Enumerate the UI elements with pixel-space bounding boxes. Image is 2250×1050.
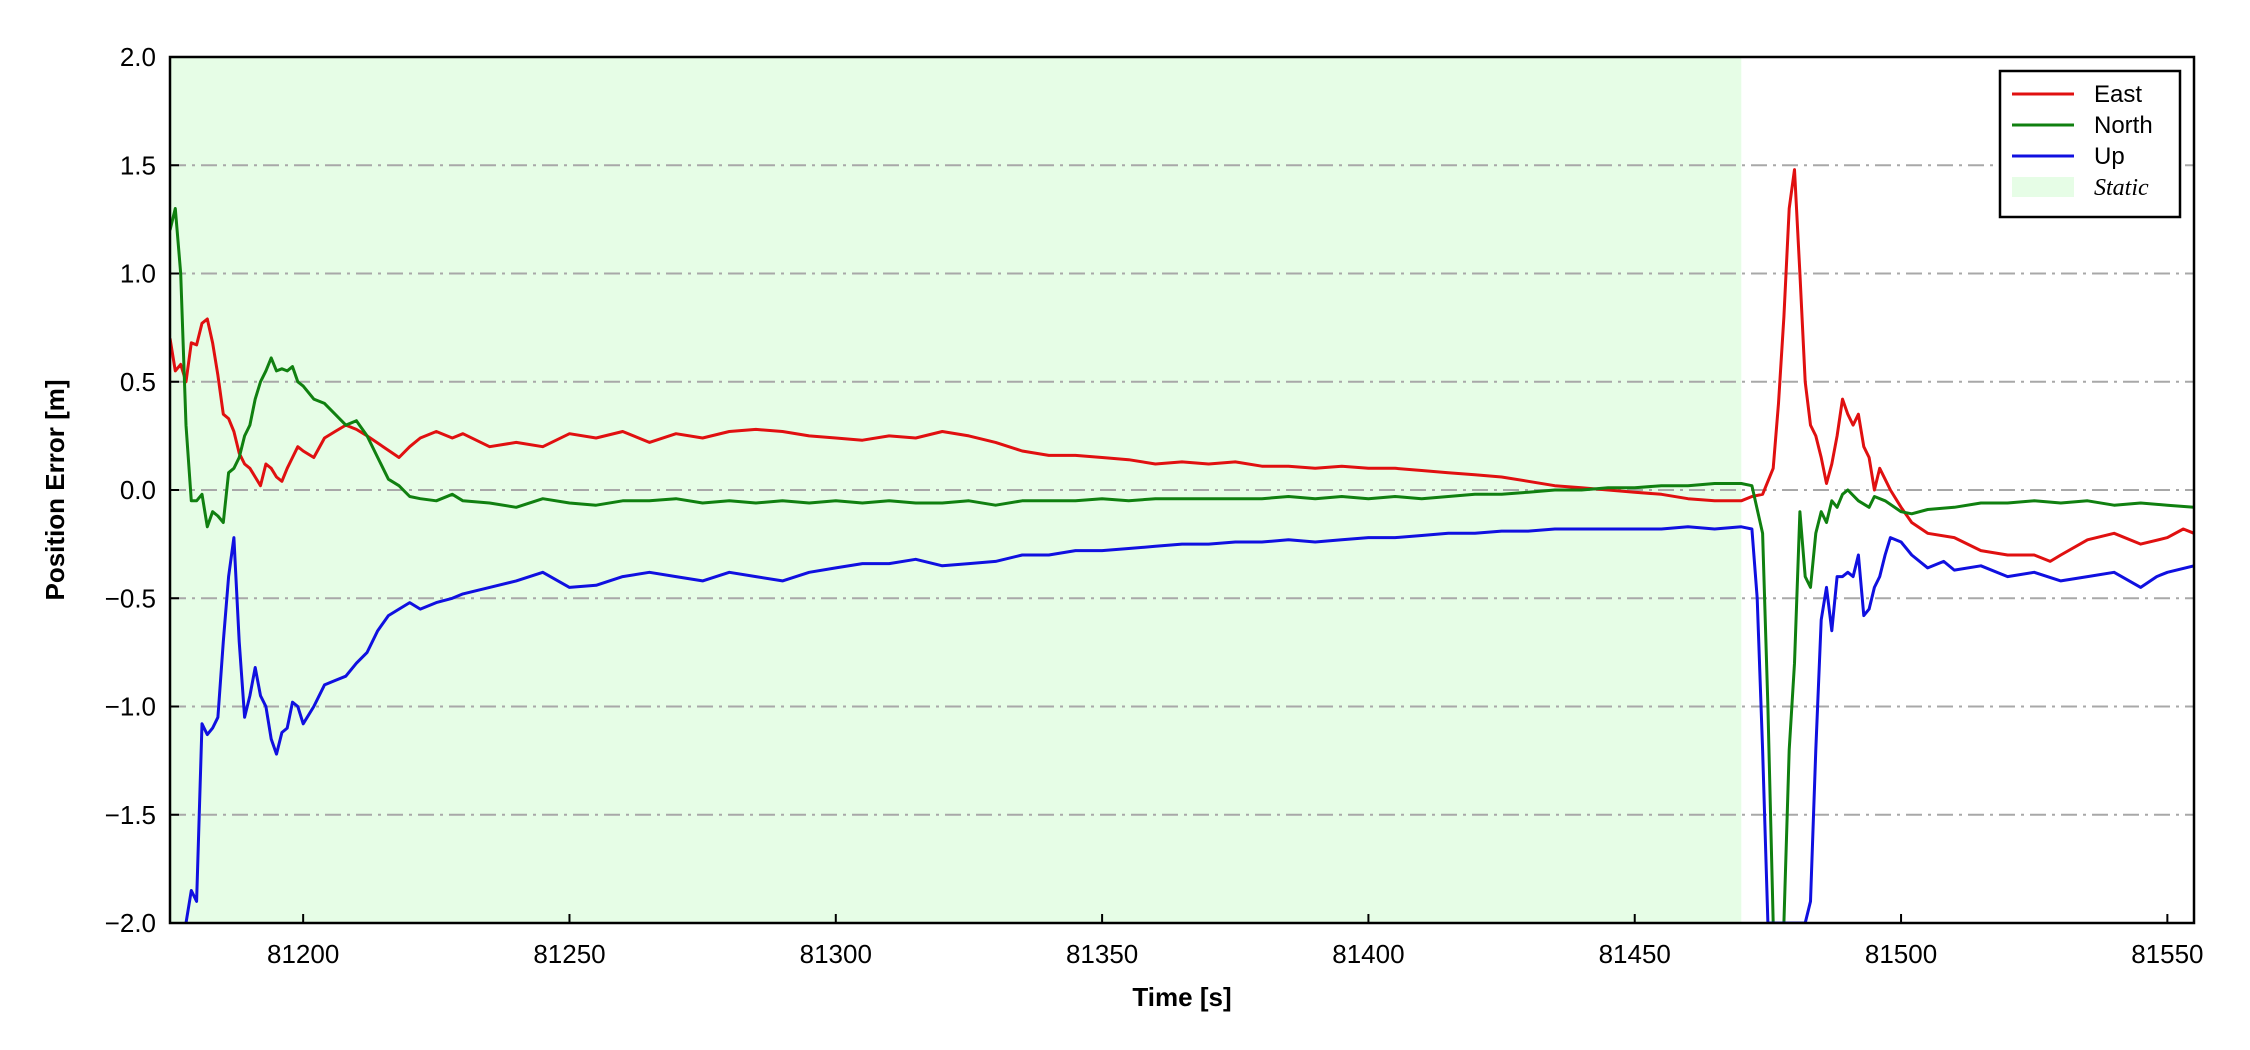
series-line-up bbox=[184, 525, 2194, 923]
x-tick-label: 81200 bbox=[267, 939, 339, 969]
y-axis-title: Position Error [m] bbox=[40, 379, 70, 600]
x-tick-label: 81500 bbox=[1865, 939, 1937, 969]
series-line-north bbox=[170, 207, 2194, 923]
x-tick-label: 81400 bbox=[1332, 939, 1404, 969]
legend-label-east: East bbox=[2094, 81, 2142, 108]
y-tick-label: 1.5 bbox=[120, 150, 156, 180]
y-tick-label: 0.5 bbox=[120, 367, 156, 397]
y-tick-label: −0.5 bbox=[105, 583, 156, 613]
y-tick-label: −1.0 bbox=[105, 692, 156, 722]
x-tick-label: 81350 bbox=[1066, 939, 1138, 969]
x-axis-title: Time [s] bbox=[1132, 982, 1231, 1012]
x-tick-label: 81550 bbox=[2131, 939, 2203, 969]
series-line-east bbox=[170, 168, 2194, 563]
y-tick-label: 0.0 bbox=[120, 475, 156, 505]
y-tick-label: 1.0 bbox=[120, 259, 156, 289]
legend: East North Up Static bbox=[1998, 69, 2182, 219]
y-tick-label: −2.0 bbox=[105, 908, 156, 938]
legend-label-static: Static bbox=[2094, 175, 2149, 201]
legend-swatch-static bbox=[2012, 177, 2074, 197]
x-tick-label: 81300 bbox=[800, 939, 872, 969]
legend-label-up: Up bbox=[2094, 143, 2125, 170]
y-tick-label: −1.5 bbox=[105, 800, 156, 830]
x-tick-label: 81450 bbox=[1599, 939, 1671, 969]
x-tick-label: 81250 bbox=[533, 939, 605, 969]
y-tick-label: 2.0 bbox=[120, 42, 156, 72]
legend-label-north: North bbox=[2094, 112, 2153, 139]
